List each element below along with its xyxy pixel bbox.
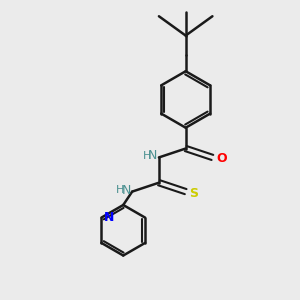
Text: N: N (104, 211, 114, 224)
Text: N: N (148, 149, 158, 162)
Text: O: O (216, 152, 226, 165)
Text: H: H (116, 185, 125, 195)
Text: S: S (189, 187, 198, 200)
Text: N: N (121, 184, 131, 196)
Text: H: H (143, 151, 152, 161)
